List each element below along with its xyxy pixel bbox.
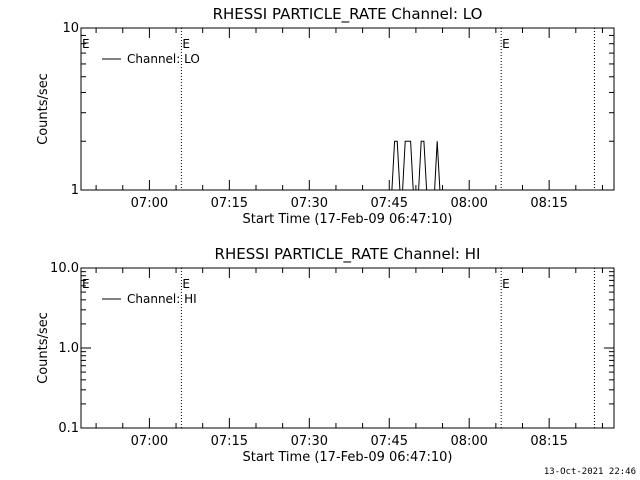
y-axis-label: Counts/sec — [36, 73, 51, 145]
x-tick-label: 07:45 — [371, 434, 408, 449]
chart-panel-1: RHESSI PARTICLE_RATE Channel: LO 1 10 Count… — [36, 5, 615, 227]
x-axis-label: Start Time (17-Feb-09 06:47:10) — [243, 212, 453, 227]
y-tick-label: 10.0 — [50, 261, 79, 276]
y-tick-label: 0.1 — [58, 421, 79, 436]
series-line — [389, 140, 441, 191]
legend-label: Channel: HI — [127, 292, 197, 306]
y-tick-label: 1.0 — [58, 341, 79, 356]
y-tick-label: 1 — [71, 183, 79, 198]
x-tick-label: 07:15 — [211, 196, 248, 211]
x-tick-label: 08:15 — [530, 196, 567, 211]
event-marker-label: E — [182, 37, 190, 51]
footer-timestamp: 13-Oct-2021 22:46 — [543, 467, 636, 477]
event-marker-label: E — [82, 277, 90, 291]
x-tick-label: 07:00 — [131, 434, 168, 449]
y-axis-label: Counts/sec — [36, 312, 51, 384]
plot-frame — [80, 27, 615, 191]
chart-title: RHESSI PARTICLE_RATE Channel: LO — [213, 5, 483, 24]
x-axis-label: Start Time (17-Feb-09 06:47:10) — [243, 450, 453, 465]
chart-title: RHESSI PARTICLE_RATE Channel: HI — [215, 245, 481, 264]
x-tick-label: 07:45 — [371, 196, 408, 211]
x-tick-label: 07:30 — [291, 196, 328, 211]
x-tick-label: 07:30 — [291, 434, 328, 449]
event-marker-label: E — [82, 37, 90, 51]
legend-label: Channel: LO — [127, 52, 200, 66]
y-tick-label: 10 — [62, 21, 79, 36]
chart-panel-2: RHESSI PARTICLE_RATE Channel: HI 0.1 1.0 10… — [36, 245, 615, 465]
x-tick-label: 07:15 — [211, 434, 248, 449]
x-tick-label: 08:15 — [530, 434, 567, 449]
event-marker-label: E — [502, 37, 510, 51]
event-marker-label: E — [502, 277, 510, 291]
x-tick-label: 07:00 — [131, 196, 168, 211]
x-tick-label: 08:00 — [450, 434, 487, 449]
event-marker-label: E — [182, 277, 190, 291]
x-tick-label: 08:00 — [450, 196, 487, 211]
